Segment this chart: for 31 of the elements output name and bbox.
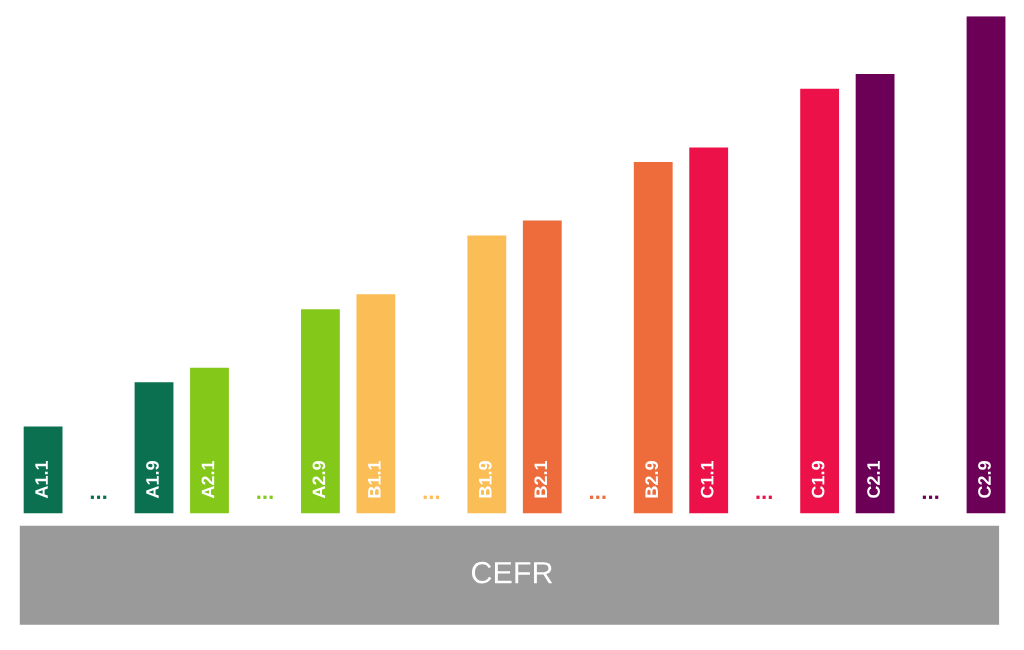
x-tick-label: ... <box>590 495 606 499</box>
x-tick-label: B2.9 <box>645 461 659 498</box>
x-tick-label: C1.9 <box>811 461 825 498</box>
bar <box>633 161 673 514</box>
x-tick-label: A1.1 <box>35 460 48 499</box>
bar <box>190 367 229 514</box>
x-tick-label: A2.1 <box>201 460 215 499</box>
bar <box>855 73 895 514</box>
x-tick-label: ... <box>756 495 772 499</box>
x-tick-label: A1.9 <box>146 461 159 499</box>
x-tick-label: B2.1 <box>534 460 547 498</box>
x-tick-label: ... <box>922 495 939 499</box>
x-tick-label: B1.9 <box>478 461 492 498</box>
x-tick-label: A2.9 <box>312 461 326 499</box>
bar <box>356 294 396 514</box>
x-tick-label: C2.9 <box>978 461 991 498</box>
bar <box>301 309 340 514</box>
bar <box>522 220 562 514</box>
x-tick-label: ... <box>90 495 107 499</box>
x-tick-label: C1.1 <box>700 460 714 498</box>
x-tick-label: ... <box>257 495 273 499</box>
bar <box>23 426 63 514</box>
bar <box>467 235 507 514</box>
text: CEFR <box>471 561 553 584</box>
x-tick-label: ... <box>423 495 440 499</box>
bar <box>689 147 729 514</box>
bar <box>966 16 1006 514</box>
bar <box>800 88 840 514</box>
bar <box>134 382 174 514</box>
x-tick-label: C2.1 <box>867 460 880 498</box>
x-tick-label: B1.1 <box>368 460 381 498</box>
